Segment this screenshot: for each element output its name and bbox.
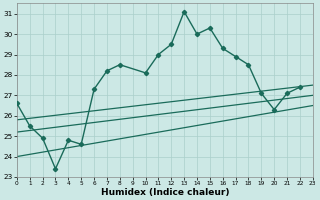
X-axis label: Humidex (Indice chaleur): Humidex (Indice chaleur)	[100, 188, 229, 197]
